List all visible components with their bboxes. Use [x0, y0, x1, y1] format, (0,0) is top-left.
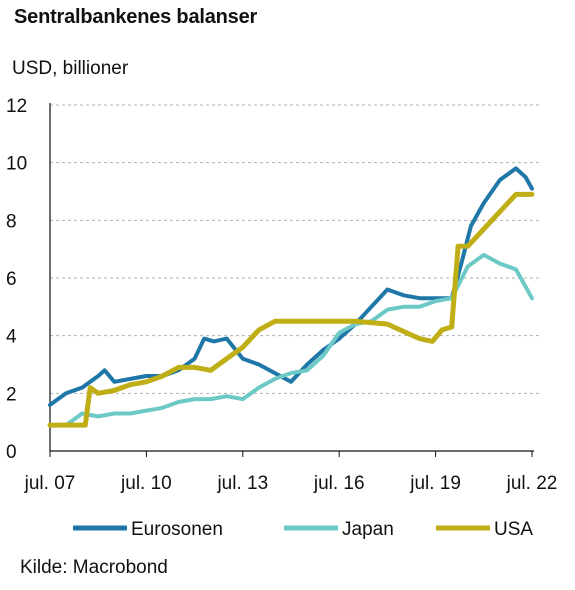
x-tick-label-3: jul. 16 [313, 473, 365, 494]
y-tick-label-12: 12 [6, 96, 27, 117]
series-line-usa [47, 191, 535, 428]
y-tick-label-0: 0 [6, 442, 17, 463]
source-note: Kilde: Macrobond [20, 557, 168, 578]
y-tick-label-10: 10 [6, 154, 27, 175]
y-axis-label: USD, billioner [12, 58, 129, 79]
legend-label-eurosonen: Eurosonen [131, 519, 223, 540]
x-tick-label-4: jul. 19 [409, 473, 461, 494]
series-line-japan [48, 252, 534, 428]
y-tick-label-4: 4 [6, 327, 17, 348]
y-tick-label-6: 6 [6, 269, 17, 290]
x-tick-label-5: jul. 22 [506, 473, 558, 494]
chart-title: Sentralbankenes balanser [14, 6, 258, 28]
series-line-eurosonen [48, 166, 534, 407]
x-tick-label-1: jul. 10 [120, 473, 172, 494]
x-tick-label-0: jul. 07 [24, 473, 76, 494]
y-tick-label-8: 8 [6, 211, 17, 232]
legend-label-usa: USA [494, 519, 533, 540]
x-tick-label-2: jul. 13 [216, 473, 268, 494]
y-tick-label-2: 2 [6, 384, 17, 405]
legend-label-japan: Japan [342, 519, 394, 540]
